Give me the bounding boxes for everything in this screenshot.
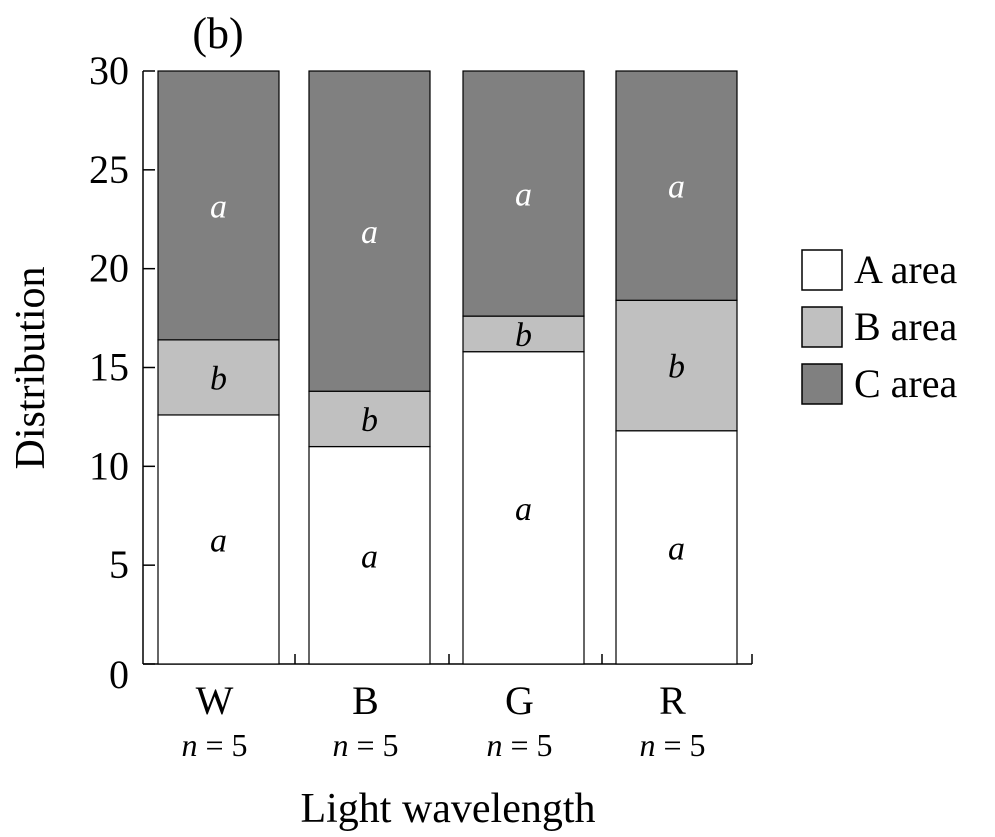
sample-size-label: n = 5 xyxy=(332,727,398,763)
bar-stack-G: a b a xyxy=(462,70,585,665)
significance-label: b xyxy=(210,360,227,397)
significance-label: b xyxy=(515,317,532,354)
y-tick-label: 15 xyxy=(89,345,129,390)
y-axis-title: Distribution xyxy=(8,266,54,469)
bar-segment xyxy=(157,70,280,341)
bar-stack-B: a b a xyxy=(308,70,431,665)
legend-label: B area xyxy=(854,304,958,349)
significance-label: a xyxy=(210,188,227,225)
bar-segment xyxy=(462,315,585,353)
bar-segment xyxy=(308,70,431,392)
legend-item: B area xyxy=(801,304,958,349)
bar-segment xyxy=(308,445,431,665)
significance-label: b xyxy=(361,402,378,439)
y-tick-label: 0 xyxy=(109,652,129,697)
x-tick-label: R xyxy=(659,678,686,723)
significance-label: b xyxy=(668,349,685,386)
significance-label: a xyxy=(361,538,378,575)
x-tick-label: G xyxy=(505,678,534,723)
bar-segment xyxy=(462,70,585,317)
legend-label: A area xyxy=(854,247,958,292)
bar-segment xyxy=(157,339,280,416)
y-tick-label: 10 xyxy=(89,443,129,488)
legend-item: C area xyxy=(801,361,958,406)
y-tick-label: 5 xyxy=(109,542,129,587)
x-axis-title: Light wavelength xyxy=(300,786,595,832)
bar-segment xyxy=(615,70,738,301)
legend-item: A area xyxy=(801,247,958,292)
y-tick-label: 30 xyxy=(89,48,129,93)
significance-label: a xyxy=(515,491,532,528)
significance-label: a xyxy=(668,530,685,567)
bars: a b a a b a a b a a b a xyxy=(157,70,738,665)
legend-swatch xyxy=(801,363,843,405)
sample-size-label: n = 5 xyxy=(181,727,247,763)
x-tick-label: W xyxy=(196,678,234,723)
bar-segment xyxy=(462,351,585,665)
bar-segment xyxy=(157,414,280,665)
bar-stack-R: a b a xyxy=(615,70,738,665)
y-tick-label: 25 xyxy=(89,147,129,192)
significance-label: a xyxy=(210,522,227,559)
legend-swatch xyxy=(801,306,843,348)
bar-stack-W: a b a xyxy=(157,70,280,665)
x-tick-labels: Wn = 5 Bn = 5 Gn = 5 Rn = 5 xyxy=(181,678,705,763)
legend-swatch xyxy=(801,249,843,291)
y-tick-label: 20 xyxy=(89,246,129,291)
y-axis: 0 5 10 15 20 25 30 xyxy=(89,48,155,697)
legend: A area B area C area xyxy=(801,247,958,406)
significance-label: a xyxy=(668,169,685,206)
bar-segment xyxy=(615,430,738,665)
legend-label: C area xyxy=(854,361,958,406)
sample-size-label: n = 5 xyxy=(639,727,705,763)
significance-label: a xyxy=(361,214,378,251)
sample-size-label: n = 5 xyxy=(486,727,552,763)
bar-segment xyxy=(308,390,431,448)
significance-label: a xyxy=(515,177,532,214)
panel-label: (b) xyxy=(192,9,243,58)
x-tick-label: B xyxy=(352,678,379,723)
